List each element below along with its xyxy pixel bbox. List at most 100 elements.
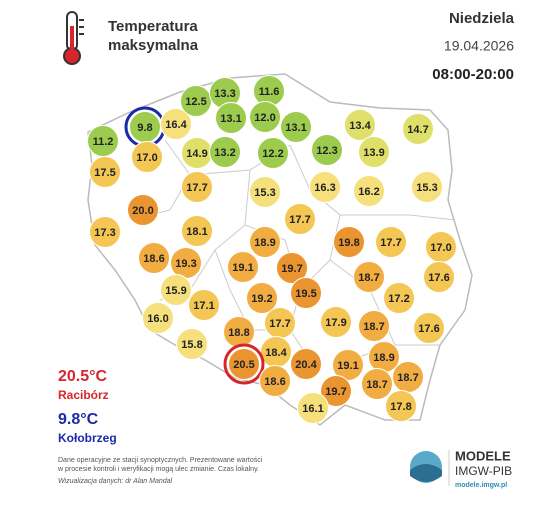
station-temp: 12.2 — [262, 148, 283, 160]
title: Temperatura — [108, 18, 198, 35]
station-marker — [358, 136, 390, 168]
station-temp: 18.7 — [366, 379, 387, 391]
station-marker — [297, 392, 329, 424]
station-temp: 18.9 — [373, 352, 394, 364]
station-marker — [353, 175, 385, 207]
station-marker — [402, 113, 434, 145]
day: Niedziela — [449, 10, 515, 27]
station-marker — [411, 171, 443, 203]
station-marker — [181, 215, 213, 247]
station-temp: 19.2 — [251, 293, 272, 305]
station-marker — [309, 171, 341, 203]
station-marker — [249, 101, 281, 133]
station-marker — [131, 141, 163, 173]
station-marker — [311, 134, 343, 166]
station-temp: 18.7 — [397, 372, 418, 384]
station-marker — [413, 312, 445, 344]
station-temp: 14.9 — [186, 148, 207, 160]
station-temp: 18.6 — [143, 253, 164, 265]
station-temp: 15.8 — [181, 339, 202, 351]
station-marker — [89, 216, 121, 248]
station-marker — [320, 306, 352, 338]
station-marker — [358, 310, 390, 342]
station-marker — [280, 111, 312, 143]
station-temp: 17.8 — [390, 401, 411, 413]
station-marker — [227, 251, 259, 283]
station-temp: 15.9 — [165, 285, 186, 297]
station-temp: 17.3 — [94, 227, 115, 239]
station-marker — [353, 261, 385, 293]
station-marker — [276, 252, 308, 284]
station-temp: 16.0 — [147, 313, 168, 325]
station-temp: 17.6 — [428, 272, 449, 284]
station-temp: 18.4 — [265, 347, 287, 359]
logo-org: IMGW-PIB — [455, 464, 512, 478]
min-station: Kołobrzeg — [58, 431, 117, 445]
station-temp: 17.7 — [380, 237, 401, 249]
logo-url: modele.imgw.pl — [455, 482, 507, 489]
station-temp: 11.6 — [259, 86, 280, 98]
station-marker — [423, 261, 455, 293]
station-marker — [383, 282, 415, 314]
station-marker — [385, 390, 417, 422]
station-marker — [209, 136, 241, 168]
station-marker — [188, 289, 220, 321]
station-marker — [138, 242, 170, 274]
station-temp: 13.2 — [214, 147, 235, 159]
station-temp: 9.8 — [137, 122, 152, 134]
station-temp: 16.1 — [302, 403, 323, 415]
thermometer-icon — [63, 11, 84, 65]
station-temp: 13.3 — [214, 88, 235, 100]
station-temp: 18.7 — [358, 272, 379, 284]
station-marker — [344, 109, 376, 141]
station-temp: 17.7 — [269, 318, 290, 330]
max-station: Racibórz — [58, 388, 109, 402]
station-temp: 13.4 — [349, 120, 371, 132]
station-temp: 18.7 — [363, 321, 384, 333]
station-temp: 19.1 — [337, 360, 358, 372]
logo-title: MODELE — [455, 448, 511, 463]
station-temp: 19.8 — [338, 237, 359, 249]
station-marker — [361, 368, 393, 400]
station-temp: 20.0 — [132, 205, 153, 217]
station-temp: 17.6 — [418, 323, 439, 335]
station-marker — [259, 365, 291, 397]
station-marker — [215, 102, 247, 134]
station-temp: 17.7 — [186, 182, 207, 194]
station-temp: 17.0 — [136, 152, 157, 164]
station-temp: 17.2 — [388, 293, 409, 305]
station-temp: 12.5 — [185, 96, 206, 108]
note: Dane operacyjne ze stacji synoptycznych.… — [58, 457, 263, 464]
station-temp: 15.3 — [416, 182, 437, 194]
station-temp: 13.1 — [285, 122, 306, 134]
station-marker — [249, 176, 281, 208]
station-temp: 19.3 — [175, 258, 196, 270]
station-temp: 19.7 — [281, 263, 302, 275]
station-marker — [257, 137, 289, 169]
station-temp: 17.7 — [289, 214, 310, 226]
station-temp: 13.9 — [363, 147, 384, 159]
hours: 08:00-20:00 — [432, 66, 514, 83]
station-marker — [181, 171, 213, 203]
max-value: 20.5°C — [58, 368, 108, 385]
title: maksymalna — [108, 37, 199, 54]
stations: 11.2 9.8 16.4 12.5 13.3 11.6 13.1 12.0 13.1 13.4 1… — [87, 75, 457, 424]
station-marker — [320, 375, 352, 407]
station-temp: 18.9 — [254, 237, 275, 249]
station-temp: 16.4 — [165, 119, 187, 131]
station-marker — [333, 226, 365, 258]
station-temp: 19.7 — [325, 386, 346, 398]
station-marker — [176, 328, 208, 360]
date: 19.04.2026 — [444, 38, 514, 54]
station-marker — [160, 108, 192, 140]
station-marker — [290, 277, 322, 309]
credit: Wizualizacja danych: dr Alan Mandal — [58, 478, 173, 485]
station-marker — [89, 156, 121, 188]
station-temp: 18.1 — [186, 226, 207, 238]
station-temp: 15.3 — [254, 187, 275, 199]
station-temp: 17.1 — [193, 300, 214, 312]
station-temp: 17.9 — [325, 317, 346, 329]
station-temp: 20.5 — [233, 359, 254, 371]
station-marker — [246, 282, 278, 314]
